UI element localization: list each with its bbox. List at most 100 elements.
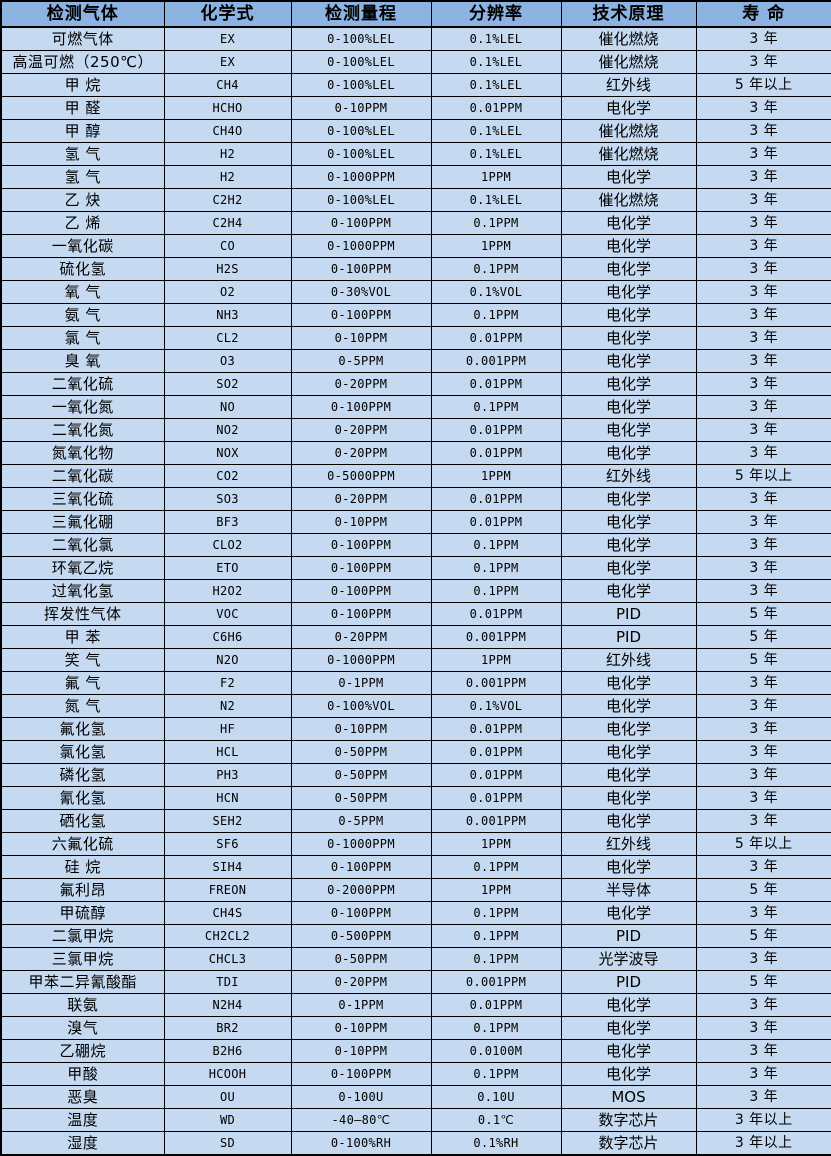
cell-gas-name: 二氧化氯 bbox=[0, 533, 165, 557]
cell-detection-range: 0-100PPM bbox=[290, 855, 432, 879]
cell-gas-name: 氧 气 bbox=[0, 280, 165, 304]
table-row: 甲 烷 CH4 0-100%LEL 0.1%LEL 红外线 5 年以上 bbox=[0, 73, 831, 97]
cell-chemical-formula: CH4S bbox=[163, 901, 292, 925]
cell-technology: 电化学 bbox=[560, 763, 697, 787]
cell-resolution: 0.1PPM bbox=[430, 303, 562, 327]
cell-technology: 电化学 bbox=[560, 533, 697, 557]
table-row: 磷化氢 PH3 0-50PPM 0.01PPM 电化学 3 年 bbox=[0, 763, 831, 787]
cell-chemical-formula: BF3 bbox=[163, 510, 292, 534]
cell-lifetime: 5 年 bbox=[695, 970, 831, 994]
cell-resolution: 1PPM bbox=[430, 464, 562, 488]
table-row: 恶臭 OU 0-100U 0.10U MOS 3 年 bbox=[0, 1085, 831, 1109]
table-row: 甲酸 HCOOH 0-100PPM 0.1PPM 电化学 3 年 bbox=[0, 1062, 831, 1086]
cell-chemical-formula: CO2 bbox=[163, 464, 292, 488]
cell-gas-name: 甲 烷 bbox=[0, 73, 165, 97]
table-row: 三氧化硫 SO3 0-20PPM 0.01PPM 电化学 3 年 bbox=[0, 487, 831, 511]
cell-gas-name: 二氧化碳 bbox=[0, 464, 165, 488]
cell-resolution: 0.1PPM bbox=[430, 395, 562, 419]
cell-gas-name: 溴气 bbox=[0, 1016, 165, 1040]
cell-chemical-formula: EX bbox=[163, 50, 292, 74]
cell-lifetime: 3 年 bbox=[695, 349, 831, 373]
table-row: 氟利昂 FREON 0-2000PPM 1PPM 半导体 5 年 bbox=[0, 878, 831, 902]
table-row: 甲硫醇 CH4S 0-100PPM 0.1PPM 电化学 3 年 bbox=[0, 901, 831, 925]
cell-detection-range: 0-100%LEL bbox=[290, 142, 432, 166]
cell-chemical-formula: EX bbox=[163, 26, 292, 51]
cell-technology: 数字芯片 bbox=[560, 1131, 697, 1156]
cell-resolution: 0.1%LEL bbox=[430, 142, 562, 166]
cell-gas-name: 磷化氢 bbox=[0, 763, 165, 787]
cell-resolution: 0.1℃ bbox=[430, 1108, 562, 1132]
cell-technology: 电化学 bbox=[560, 349, 697, 373]
cell-lifetime: 3 年 bbox=[695, 579, 831, 603]
cell-gas-name: 氟利昂 bbox=[0, 878, 165, 902]
table-row: 氢 气 H2 0-100%LEL 0.1%LEL 催化燃烧 3 年 bbox=[0, 142, 831, 166]
cell-gas-name: 三氟化硼 bbox=[0, 510, 165, 534]
table-row: 可燃气体 EX 0-100%LEL 0.1%LEL 催化燃烧 3 年 bbox=[0, 26, 831, 51]
table-row: 联氨 N2H4 0-1PPM 0.01PPM 电化学 3 年 bbox=[0, 993, 831, 1017]
cell-gas-name: 氟 气 bbox=[0, 671, 165, 695]
cell-gas-name: 硒化氢 bbox=[0, 809, 165, 833]
column-header-range: 检测量程 bbox=[290, 0, 432, 28]
cell-lifetime: 5 年 bbox=[695, 625, 831, 649]
cell-resolution: 0.1%LEL bbox=[430, 50, 562, 74]
cell-resolution: 0.1PPM bbox=[430, 211, 562, 235]
cell-detection-range: 0-50PPM bbox=[290, 763, 432, 787]
cell-lifetime: 3 年 bbox=[695, 487, 831, 511]
cell-detection-range: 0-10PPM bbox=[290, 1039, 432, 1063]
cell-technology: 电化学 bbox=[560, 372, 697, 396]
cell-lifetime: 3 年 bbox=[695, 533, 831, 557]
cell-lifetime: 3 年 bbox=[695, 855, 831, 879]
cell-technology: 电化学 bbox=[560, 694, 697, 718]
cell-resolution: 1PPM bbox=[430, 648, 562, 672]
cell-technology: 红外线 bbox=[560, 73, 697, 97]
cell-resolution: 0.1%LEL bbox=[430, 119, 562, 143]
cell-technology: 红外线 bbox=[560, 464, 697, 488]
cell-resolution: 1PPM bbox=[430, 165, 562, 189]
cell-gas-name: 氢 气 bbox=[0, 142, 165, 166]
cell-gas-name: 氢 气 bbox=[0, 165, 165, 189]
cell-resolution: 0.1%VOL bbox=[430, 280, 562, 304]
cell-detection-range: 0-1000PPM bbox=[290, 165, 432, 189]
cell-chemical-formula: CL2 bbox=[163, 326, 292, 350]
table-row: 一氧化碳 CO 0-1000PPM 1PPM 电化学 3 年 bbox=[0, 234, 831, 258]
cell-gas-name: 氯化氢 bbox=[0, 740, 165, 764]
cell-lifetime: 3 年 bbox=[695, 441, 831, 465]
cell-technology: 催化燃烧 bbox=[560, 142, 697, 166]
cell-technology: 电化学 bbox=[560, 280, 697, 304]
cell-resolution: 0.01PPM bbox=[430, 993, 562, 1017]
cell-lifetime: 3 年 bbox=[695, 694, 831, 718]
cell-chemical-formula: SIH4 bbox=[163, 855, 292, 879]
cell-lifetime: 3 年 bbox=[695, 993, 831, 1017]
table-row: 氟 气 F2 0-1PPM 0.001PPM 电化学 3 年 bbox=[0, 671, 831, 695]
cell-resolution: 0.01PPM bbox=[430, 326, 562, 350]
cell-technology: 电化学 bbox=[560, 510, 697, 534]
cell-chemical-formula: CO bbox=[163, 234, 292, 258]
table-row: 乙硼烷 B2H6 0-10PPM 0.0100M 电化学 3 年 bbox=[0, 1039, 831, 1063]
cell-chemical-formula: PH3 bbox=[163, 763, 292, 787]
cell-resolution: 0.01PPM bbox=[430, 763, 562, 787]
cell-resolution: 1PPM bbox=[430, 832, 562, 856]
cell-detection-range: 0-100PPM bbox=[290, 395, 432, 419]
cell-detection-range: 0-10PPM bbox=[290, 326, 432, 350]
cell-resolution: 0.1PPM bbox=[430, 924, 562, 948]
cell-technology: 催化燃烧 bbox=[560, 50, 697, 74]
cell-lifetime: 3 年 bbox=[695, 303, 831, 327]
cell-detection-range: 0-50PPM bbox=[290, 740, 432, 764]
cell-gas-name: 挥发性气体 bbox=[0, 602, 165, 626]
cell-detection-range: 0-100%RH bbox=[290, 1131, 432, 1156]
cell-resolution: 0.1PPM bbox=[430, 556, 562, 580]
cell-resolution: 0.001PPM bbox=[430, 970, 562, 994]
cell-resolution: 0.01PPM bbox=[430, 96, 562, 120]
cell-technology: 电化学 bbox=[560, 211, 697, 235]
table-row: 氢 气 H2 0-1000PPM 1PPM 电化学 3 年 bbox=[0, 165, 831, 189]
cell-gas-name: 可燃气体 bbox=[0, 26, 165, 51]
cell-detection-range: 0-10PPM bbox=[290, 510, 432, 534]
cell-technology: PID bbox=[560, 602, 697, 626]
table-body: 可燃气体 EX 0-100%LEL 0.1%LEL 催化燃烧 3 年高温可燃（250℃） E… bbox=[0, 26, 831, 1156]
cell-gas-name: 高温可燃（250℃） bbox=[0, 50, 165, 74]
cell-lifetime: 3 年 bbox=[695, 234, 831, 258]
cell-technology: 催化燃烧 bbox=[560, 119, 697, 143]
table-row: 乙 烯 C2H4 0-100PPM 0.1PPM 电化学 3 年 bbox=[0, 211, 831, 235]
table-row: 笑 气 N2O 0-1000PPM 1PPM 红外线 5 年 bbox=[0, 648, 831, 672]
cell-technology: 催化燃烧 bbox=[560, 26, 697, 51]
